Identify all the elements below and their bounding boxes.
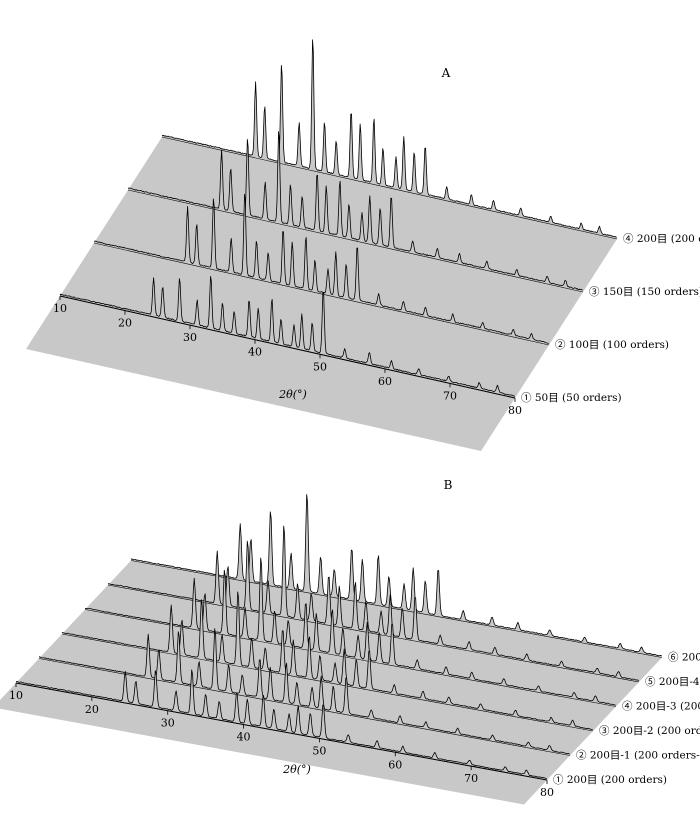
x-axis-title: 2θ(°) <box>282 763 311 776</box>
series-label: ⑥ 200目-5 (200 orders-5) <box>668 652 700 664</box>
pattern-baseline <box>84 609 617 707</box>
xrd-pattern-line <box>107 525 639 682</box>
x-tick-label: 60 <box>388 758 402 771</box>
series-label: ① 200目 (200 orders) <box>553 774 667 786</box>
x-tick-label: 70 <box>443 389 457 402</box>
series-label: ① 50目 (50 orders) <box>521 392 622 404</box>
x-tick-label: 10 <box>53 302 67 315</box>
x-tick-label: 30 <box>183 331 197 344</box>
x-tick-label: 40 <box>237 731 251 744</box>
xrd-pattern-line <box>38 628 570 755</box>
series-label: ④ 200目-3 (200 orders-3) <box>622 701 700 713</box>
series-label: ③ 150目 (150 orders) <box>589 286 700 298</box>
panel-b: B ⑥ 200目-5 (200 orders-5) ⑤ 200目-4 (200 or… <box>0 478 700 805</box>
series-label: ② 200目-1 (200 orders-1) <box>576 750 700 762</box>
pattern-baseline <box>130 560 663 658</box>
xrd-pattern-line <box>161 39 617 238</box>
panel-label: A <box>441 66 451 80</box>
x-tick-label: 10 <box>9 689 23 702</box>
x-axis-line <box>15 682 548 781</box>
xrd-pattern-line <box>84 557 616 706</box>
pattern-baseline <box>61 633 594 732</box>
x-tick-label: 20 <box>85 703 99 716</box>
pattern-baseline <box>38 658 571 756</box>
x-tick-label: 80 <box>540 786 554 799</box>
xrd-pattern-line <box>127 131 583 291</box>
pattern-floor <box>0 683 547 805</box>
pattern-baseline <box>107 584 640 683</box>
series-label: ⑤ 200目-4 (200 orders-4) <box>645 676 700 688</box>
x-axis-title: 2θ(°) <box>278 388 307 401</box>
x-axis-line <box>59 295 516 399</box>
x-tick-label: 30 <box>161 717 175 730</box>
x-tick-label: 70 <box>464 772 478 785</box>
xrd-pattern-line <box>59 275 516 397</box>
xrd-pattern-line <box>93 193 549 344</box>
pattern-baseline <box>93 242 550 346</box>
x-tick-label: 50 <box>313 360 327 373</box>
x-tick-label: 40 <box>248 346 262 359</box>
x-tick-label: 50 <box>312 744 326 757</box>
pattern-baseline <box>161 136 618 240</box>
x-tick-label: 60 <box>378 375 392 388</box>
series-label: ③ 200目-2 (200 orders-2) <box>599 725 700 737</box>
series-label: ② 100目 (100 orders) <box>555 339 669 351</box>
xrd-pattern-line <box>130 494 662 657</box>
panel-a: A ④ 200目 (200 orders) ③ 150目 (150 orders) ②… <box>26 39 700 451</box>
xrd-pattern-line <box>15 669 547 779</box>
xrd-pattern-line <box>61 591 593 730</box>
pattern-floor <box>60 243 549 398</box>
pattern-occluder <box>108 526 639 682</box>
pattern-floor <box>94 190 583 345</box>
pattern-floor <box>128 137 617 292</box>
panel-label: B <box>444 478 453 492</box>
x-tick-label: 80 <box>508 404 522 417</box>
pattern-baseline <box>127 189 584 293</box>
pattern-floor <box>26 296 515 451</box>
x-tick-label: 20 <box>118 317 132 330</box>
series-label: ④ 200目 (200 orders) <box>623 233 700 245</box>
